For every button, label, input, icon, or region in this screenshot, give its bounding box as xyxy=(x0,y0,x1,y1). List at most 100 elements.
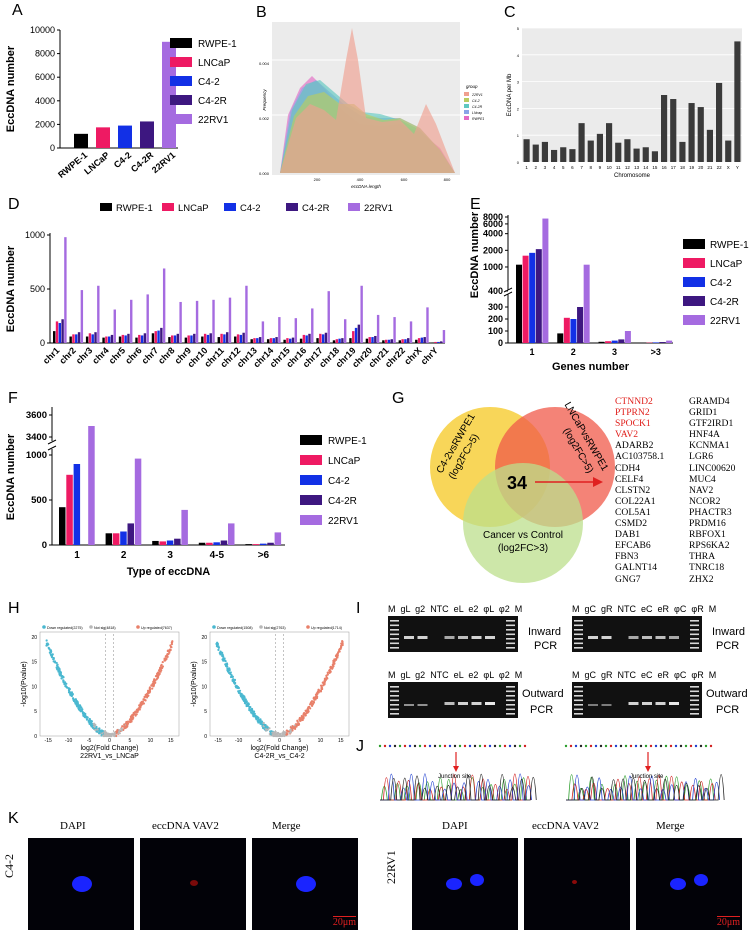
legend-swatch xyxy=(170,57,192,67)
ladder-band xyxy=(506,638,515,640)
volcano-point xyxy=(60,677,63,680)
gel-band xyxy=(471,636,482,639)
bar-chrY-C4-2 xyxy=(437,341,440,343)
base-call xyxy=(574,744,578,748)
y-tick-label: 3400 xyxy=(26,432,47,443)
y-tick-label: 100 xyxy=(488,326,503,336)
bar-chr1-C4-2R xyxy=(61,319,64,343)
x-tick-label: 5 xyxy=(129,738,132,744)
x-tick-label: chrX xyxy=(402,345,423,366)
y-tick-label: 4000 xyxy=(35,96,55,106)
volcano-point xyxy=(88,720,91,723)
bar-chr4-22RV1 xyxy=(113,309,116,343)
volcano-point xyxy=(140,700,143,704)
bar-chr5-RWPE-1 xyxy=(118,336,122,343)
volcano-point xyxy=(339,647,342,650)
legend-swatch xyxy=(683,258,705,268)
y-tick-label: 3600 xyxy=(26,410,47,421)
chromatogram-trace xyxy=(380,773,532,801)
x-tick-label: 2 xyxy=(571,347,576,357)
panel-label-i: I xyxy=(356,600,361,617)
base-call xyxy=(649,744,653,748)
k-22rv1-merge: 20μm xyxy=(636,838,742,930)
base-call xyxy=(654,744,658,748)
panel-k-microscopy: C4-2 22RV1 DAPI eccDNA VAV2 Merge DAPI e… xyxy=(0,808,752,935)
legend-swatch xyxy=(464,98,469,102)
panel-e-chart: 0 100 200 300 400 1000 2000 400060008000EccDNA … xyxy=(469,211,749,373)
ladder-band xyxy=(574,699,583,702)
volcano-point xyxy=(278,733,282,736)
bar-C4-2 xyxy=(118,125,132,148)
y-axis-label: EccDNA number xyxy=(5,45,17,132)
volcano-point xyxy=(287,730,290,733)
bar-chr16-22RV1 xyxy=(311,308,314,343)
ladder-band xyxy=(574,713,583,715)
bar-chr3-LNCaP xyxy=(88,333,92,343)
bar-chr21-LNCaP xyxy=(384,339,388,343)
volcano-point xyxy=(121,725,124,728)
nuclei-merge-3 xyxy=(694,874,708,886)
bar-4-5-LNCaP xyxy=(206,542,213,545)
y-tick-label: 3 xyxy=(517,80,520,85)
axis-break xyxy=(48,441,56,449)
base-call xyxy=(463,744,467,748)
volcano-point xyxy=(120,729,123,732)
volcano-point xyxy=(331,664,335,667)
base-call xyxy=(644,744,648,748)
volcano-point xyxy=(94,728,97,732)
volcano-point xyxy=(277,734,281,738)
bar-chr11-22RV1 xyxy=(228,297,232,343)
bar->3-C4-2 xyxy=(652,342,659,343)
volcano-point xyxy=(127,720,131,723)
volcano-point xyxy=(248,708,251,712)
gel-outward-left xyxy=(388,682,518,718)
bar-chr21-22RV1 xyxy=(393,317,396,343)
volcano-point xyxy=(147,691,150,695)
panel-g-venn: C4-2vsRWPE1 (log2FC>5) LNCaPvsRWPE1 (log… xyxy=(430,400,615,583)
y-tick-label: 500 xyxy=(30,284,45,294)
base-call xyxy=(453,744,457,748)
x-tick-label: 11 xyxy=(616,165,621,170)
gene: CDH4 xyxy=(615,462,641,474)
bar-chr2-C4-2 xyxy=(75,334,78,343)
volcano-point xyxy=(50,654,54,658)
bar-chr19-22RV1 xyxy=(360,285,363,343)
volcano-point xyxy=(323,680,327,683)
ladder-band xyxy=(574,629,583,631)
volcano-point xyxy=(328,671,331,674)
ladder-band xyxy=(574,690,583,693)
junction-arrow xyxy=(453,766,459,772)
gene: GRAMD4 xyxy=(689,396,730,407)
y-axis-label: EccDNA number xyxy=(469,211,481,298)
bar-chr14-RWPE-1 xyxy=(266,339,270,343)
legend-swatch xyxy=(170,114,192,124)
base-call xyxy=(594,744,598,748)
bar-chr-3 xyxy=(541,141,548,162)
bar-chr-10 xyxy=(606,123,613,162)
bar-chr20-22RV1 xyxy=(376,314,380,343)
volcano-point xyxy=(260,720,263,723)
base-call xyxy=(569,744,573,748)
base-call xyxy=(639,744,643,748)
bar-chrX-C4-2 xyxy=(420,337,424,343)
legend-label: C4-2 xyxy=(198,77,220,88)
ladder-band xyxy=(574,708,583,711)
x-tick-label: 400 xyxy=(357,177,364,182)
gene-highlight: SPOCK1 xyxy=(615,418,651,430)
bar-chrX-LNCaP xyxy=(417,338,421,343)
y-tick-label: 0 xyxy=(517,160,520,165)
gel-band xyxy=(471,702,482,705)
volcano-point xyxy=(166,655,169,658)
volcano-point xyxy=(52,660,55,663)
bar-chr-19 xyxy=(688,103,695,162)
y-tick-label: 5 xyxy=(34,709,37,715)
volcano-point xyxy=(45,639,48,642)
k-title-vav2-2: eccDNA VAV2 xyxy=(532,820,599,832)
ladder-band xyxy=(390,713,399,715)
bar-3-RWPE-1 xyxy=(152,540,159,545)
bar-3-C4-2R xyxy=(618,339,625,343)
volcano-point xyxy=(229,671,232,674)
volcano-point xyxy=(104,732,107,735)
bar-1-LNCaP xyxy=(66,474,73,545)
y-tick-label: 500 xyxy=(31,495,47,506)
